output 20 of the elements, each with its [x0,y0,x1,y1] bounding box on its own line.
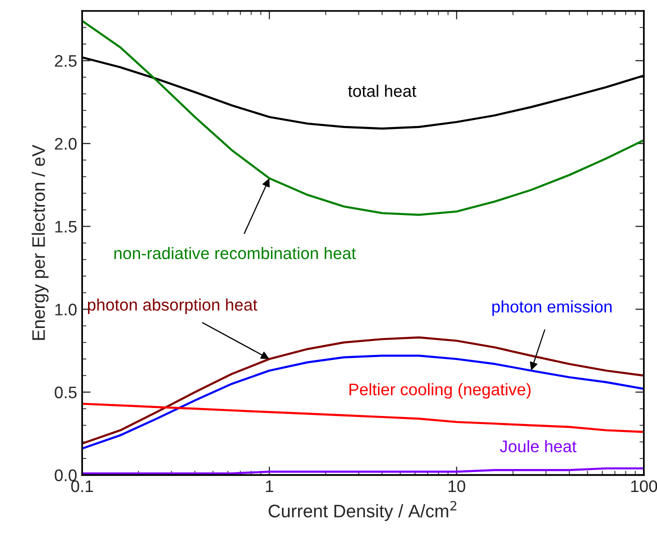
line-series [82,20,644,216]
y-axis-title: Energy per Electron / eV [32,144,49,340]
series-label: Joule heat [500,440,576,452]
y-tick-label: 0.5 [54,386,77,398]
series-label: total heat [348,84,416,97]
series-label: Peltier cooling (negative) [350,383,531,399]
x-tick-label: 1 [266,480,274,492]
x-axis-title: Current Density / A/cm$^{2}$ [268,500,456,522]
y-tick-label: 0.0 [54,469,77,482]
x-tick-label: 0.1 [71,480,93,492]
text: non-radiative recombination heat [114,246,356,260]
x-tick-label: 10 [448,480,466,492]
y-tick-label: 1.5 [55,220,77,233]
line-series [82,402,644,433]
y-tick-label: 1.0 [55,304,77,316]
y-tick-label: 2.5 [54,55,77,67]
y-tick-label: 2.0 [54,138,77,150]
text: photon absorption heat [88,298,258,314]
text: photon emission [492,300,612,316]
x-tick-label: 100 [631,480,657,492]
